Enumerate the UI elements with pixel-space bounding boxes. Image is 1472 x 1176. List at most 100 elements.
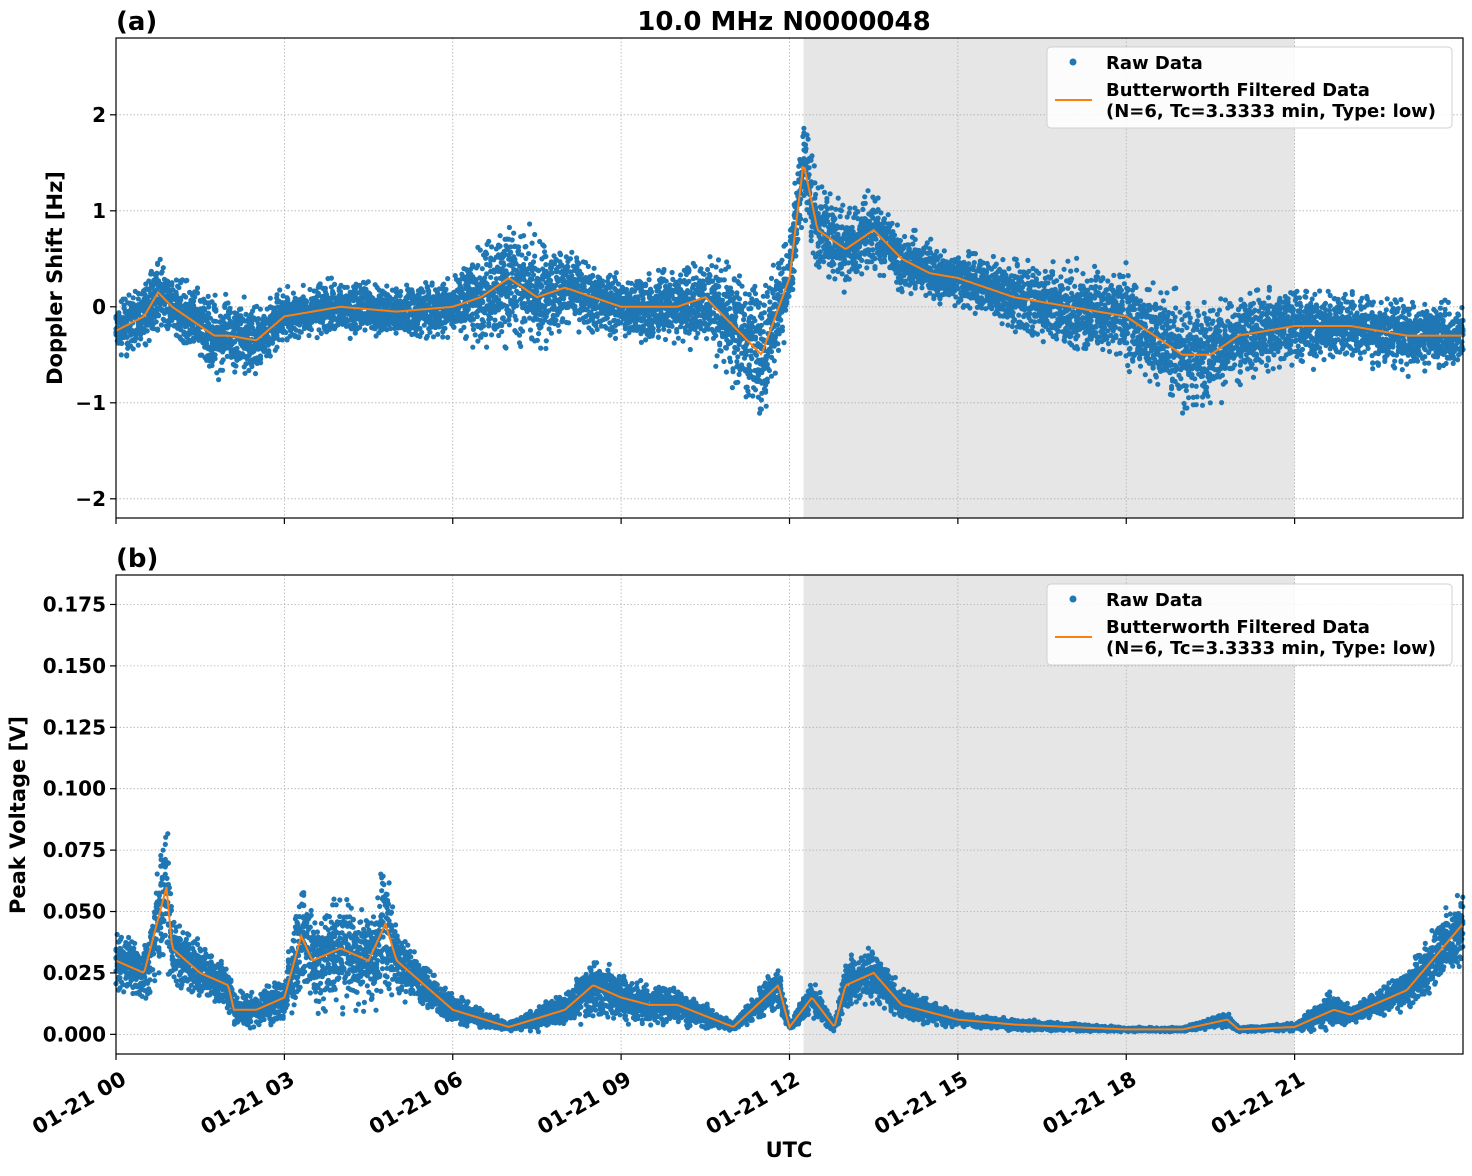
raw-data-point — [771, 263, 776, 268]
raw-data-point — [518, 344, 523, 349]
raw-data-point — [753, 336, 758, 341]
raw-data-point — [507, 225, 512, 230]
raw-data-point — [730, 369, 735, 374]
raw-data-point — [790, 287, 795, 292]
raw-data-point — [539, 284, 544, 289]
raw-data-point — [119, 341, 124, 346]
raw-data-point — [223, 292, 228, 297]
raw-data-point — [345, 285, 350, 290]
raw-data-point — [579, 272, 584, 277]
raw-data-point — [145, 328, 150, 333]
raw-data-point — [807, 165, 812, 170]
raw-data-point — [678, 272, 683, 277]
raw-data-point — [748, 306, 753, 311]
raw-data-point — [798, 216, 803, 221]
raw-data-point — [739, 284, 744, 289]
raw-data-point — [242, 294, 247, 299]
raw-data-point — [532, 254, 537, 259]
raw-data-point — [769, 349, 774, 354]
raw-data-point — [750, 393, 755, 398]
raw-data-point — [154, 319, 159, 324]
raw-data-point — [784, 301, 789, 306]
raw-data-point — [366, 279, 371, 284]
raw-data-point — [783, 242, 788, 247]
raw-data-point — [809, 238, 814, 243]
raw-data-point — [195, 290, 200, 295]
raw-data-point — [824, 199, 829, 204]
raw-data-point — [521, 233, 526, 238]
raw-data-point — [735, 347, 740, 352]
raw-data-point — [803, 146, 808, 151]
raw-data-point — [832, 216, 837, 221]
raw-data-point — [268, 353, 273, 358]
raw-data-point — [647, 277, 652, 282]
raw-data-point — [258, 307, 263, 312]
raw-data-point — [812, 163, 817, 168]
raw-data-point — [502, 263, 507, 268]
raw-data-point — [543, 254, 548, 259]
raw-data-point — [280, 337, 285, 342]
raw-data-point — [167, 323, 172, 328]
raw-data-point — [761, 329, 766, 334]
raw-data-point — [489, 332, 494, 337]
raw-data-point — [131, 295, 136, 300]
raw-data-point — [707, 254, 712, 259]
raw-data-point — [741, 317, 746, 322]
raw-data-point — [421, 289, 426, 294]
raw-data-point — [419, 330, 424, 335]
raw-data-point — [523, 318, 528, 323]
raw-data-point — [680, 339, 685, 344]
raw-data-point — [225, 300, 230, 305]
raw-data-point — [221, 357, 226, 362]
raw-data-point — [847, 210, 852, 215]
raw-data-point — [643, 337, 648, 342]
raw-data-point — [795, 237, 800, 242]
panel-a: 210−1−2 (a) Doppler Shift [Hz] Raw Data … — [43, 7, 1466, 524]
raw-data-point — [475, 263, 480, 268]
raw-data-point — [840, 203, 845, 208]
raw-data-point — [348, 336, 353, 341]
raw-data-point — [832, 276, 837, 281]
raw-data-point — [776, 348, 781, 353]
raw-data-point — [608, 273, 613, 278]
raw-data-point — [836, 196, 841, 201]
raw-data-point — [410, 290, 415, 295]
raw-data-point — [158, 257, 163, 262]
raw-data-point — [296, 334, 301, 339]
raw-data-point — [850, 225, 855, 230]
raw-data-point — [767, 368, 772, 373]
raw-data-point — [831, 262, 836, 267]
raw-data-point — [530, 241, 535, 246]
raw-data-point — [430, 280, 435, 285]
raw-data-point — [464, 334, 469, 339]
raw-data-point — [514, 317, 519, 322]
raw-data-point — [544, 338, 549, 343]
raw-data-point — [754, 353, 759, 358]
raw-data-point — [362, 327, 367, 332]
raw-data-point — [600, 282, 605, 287]
raw-data-point — [692, 264, 697, 269]
raw-data-point — [840, 271, 845, 276]
raw-data-point — [688, 347, 693, 352]
raw-data-point — [445, 335, 450, 340]
raw-data-point — [855, 209, 860, 214]
raw-data-point — [790, 280, 795, 285]
raw-data-point — [509, 291, 514, 296]
raw-data-point — [174, 277, 179, 282]
raw-data-point — [753, 387, 758, 392]
raw-data-point — [605, 315, 610, 320]
raw-data-point — [543, 262, 548, 267]
raw-data-point — [384, 283, 389, 288]
raw-data-point — [666, 329, 671, 334]
raw-data-point — [538, 346, 543, 351]
figure-title: 10.0 MHz N0000048 — [637, 7, 930, 37]
raw-data-point — [451, 325, 456, 330]
raw-data-point — [520, 329, 525, 334]
raw-data-point — [762, 303, 767, 308]
raw-data-point — [442, 326, 447, 331]
raw-data-point — [663, 337, 668, 342]
raw-data-point — [705, 267, 710, 272]
raw-data-point — [676, 336, 681, 341]
raw-data-point — [726, 264, 731, 269]
raw-data-point — [484, 251, 489, 256]
